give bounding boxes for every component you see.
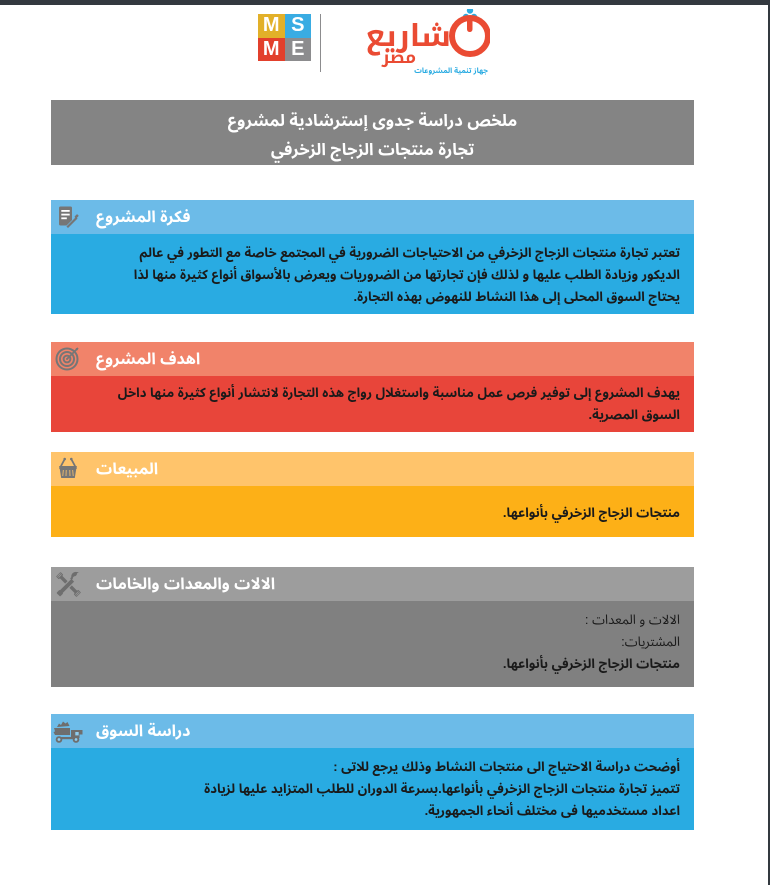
svg-text:مصر: مصر xyxy=(381,42,416,74)
svg-text:جهاز تنمية المشروعات: جهاز تنمية المشروعات xyxy=(414,63,488,77)
